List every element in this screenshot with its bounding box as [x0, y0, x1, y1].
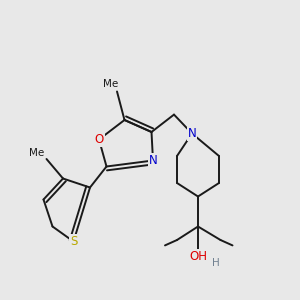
Text: OH: OH	[189, 250, 207, 263]
Text: O: O	[94, 133, 103, 146]
Text: Me: Me	[29, 148, 44, 158]
Text: H: H	[212, 258, 220, 268]
Text: N: N	[148, 154, 158, 167]
Text: S: S	[70, 235, 77, 248]
Text: Me: Me	[103, 79, 118, 89]
Text: N: N	[188, 127, 196, 140]
